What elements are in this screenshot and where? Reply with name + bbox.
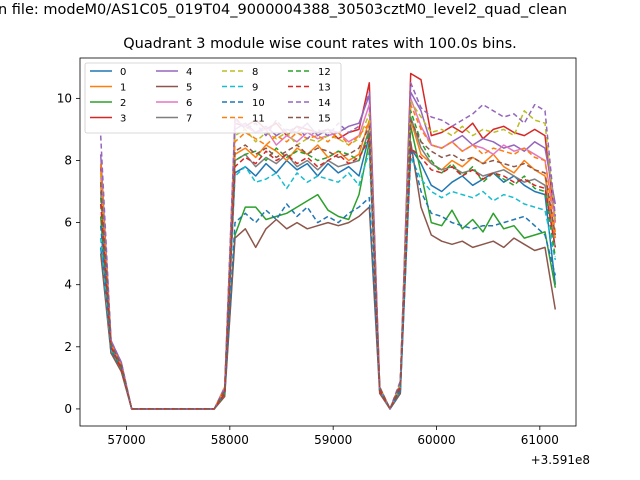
chart-title: Quadrant 3 module wise count rates with … bbox=[123, 36, 517, 52]
legend-label-11: 11 bbox=[252, 114, 265, 125]
series-line-2 bbox=[99, 125, 557, 410]
legend-label-8: 8 bbox=[252, 67, 258, 78]
legend-label-15: 15 bbox=[318, 114, 331, 125]
legend-label-12: 12 bbox=[318, 67, 331, 78]
y-tick-label-10: 10 bbox=[57, 91, 72, 105]
legend-box bbox=[84, 62, 342, 134]
series-line-13 bbox=[99, 137, 557, 410]
x-tick-label-57000: 57000 bbox=[107, 433, 145, 447]
y-tick-label-8: 8 bbox=[64, 153, 72, 167]
legend-label-7: 7 bbox=[186, 114, 192, 125]
series-line-10 bbox=[99, 147, 557, 410]
legend-label-4: 4 bbox=[186, 67, 192, 78]
legend-label-2: 2 bbox=[120, 98, 126, 109]
series-line-4 bbox=[99, 91, 557, 410]
series-line-12 bbox=[99, 110, 557, 410]
x-tick-label-58000: 58000 bbox=[211, 433, 249, 447]
series-line-11 bbox=[99, 103, 557, 410]
legend-label-13: 13 bbox=[318, 83, 331, 94]
legend-label-3: 3 bbox=[120, 114, 126, 125]
series-line-15 bbox=[99, 119, 557, 410]
series-line-5 bbox=[99, 141, 557, 410]
legend-label-5: 5 bbox=[186, 83, 192, 94]
axes-frame bbox=[79, 57, 577, 427]
y-tick-label-4: 4 bbox=[64, 278, 72, 292]
x-tick-label-59000: 59000 bbox=[314, 433, 352, 447]
legend-label-10: 10 bbox=[252, 98, 265, 109]
file-title: n file: modeM0/AS1C05_019T04_9000004388_… bbox=[0, 2, 568, 18]
legend-label-6: 6 bbox=[186, 98, 192, 109]
series-line-6 bbox=[99, 97, 557, 410]
y-tick-label-0: 0 bbox=[64, 402, 72, 416]
y-tick-label-2: 2 bbox=[64, 340, 72, 354]
ticks-layer: 57000 58000 59000 60000 61000 0 2 4 6 8 10 bbox=[57, 91, 559, 447]
legend-label-1: 1 bbox=[120, 83, 126, 94]
legend-label-0: 0 bbox=[120, 67, 126, 78]
x-tick-label-61000: 61000 bbox=[521, 433, 559, 447]
series-line-8 bbox=[99, 100, 557, 410]
legend-label-14: 14 bbox=[318, 98, 331, 109]
x-tick-label-60000: 60000 bbox=[417, 433, 455, 447]
y-tick-label-6: 6 bbox=[64, 216, 72, 230]
series-line-9 bbox=[99, 150, 557, 410]
series-line-0 bbox=[99, 134, 557, 410]
legend-label-9: 9 bbox=[252, 83, 258, 94]
series-layer bbox=[99, 72, 557, 410]
x-offset-label: +3.591e8 bbox=[531, 453, 590, 467]
